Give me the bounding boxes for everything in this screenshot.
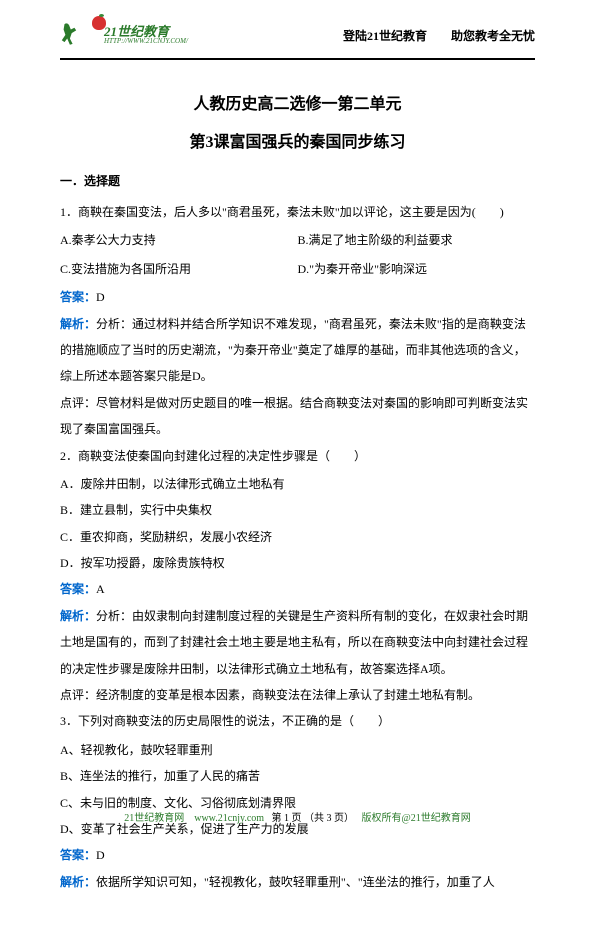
header-slogan: 登陆21世纪教育 助您教考全无忧: [343, 27, 535, 44]
q1-optB: B.满足了地主阶级的利益要求: [298, 227, 536, 253]
q1-stem: 1．商鞅在秦国变法，后人多以"商君虽死，秦法未败"加以评论，这主要是因为( ): [60, 199, 535, 225]
q1-comment: 点评：尽管材料是做对历史题目的唯一根据。结合商鞅变法对秦国的影响即可判断变法实现…: [60, 390, 535, 443]
q3-optB: B、连坐法的推行，加重了人民的痛苦: [60, 763, 535, 789]
q2-optA: A．废除井田制，以法律形式确立土地私有: [60, 471, 535, 497]
page-header: 21世纪教育 HTTP://WWW.21CNJY.COM/ 登陆21世纪教育 助…: [60, 20, 535, 60]
logo-sub-text: HTTP://WWW.21CNJY.COM/: [104, 38, 188, 45]
q2-optB: B．建立县制，实行中央集权: [60, 497, 535, 523]
q3-optA: A、轻视教化，鼓吹轻罪重刑: [60, 737, 535, 763]
q2-stem: 2．商鞅变法使秦国向封建化过程的决定性步骤是（ ）: [60, 443, 535, 469]
footer-copyright: 版权所有@21世纪教育网: [362, 813, 471, 824]
runner-icon: [60, 20, 100, 50]
q1-optC: C.变法措施为各国所沿用: [60, 256, 298, 282]
q2-answer: 答案：A: [60, 576, 535, 602]
q1-opts-row2: C.变法措施为各国所沿用 D."为秦开帝业"影响深远: [60, 256, 535, 282]
q2-explain: 解析：分析：由奴隶制向封建制度过程的关键是生产资料所有制的变化，在奴隶社会时期土…: [60, 603, 535, 682]
q1-answer: 答案：D: [60, 284, 535, 310]
logo: 21世纪教育 HTTP://WWW.21CNJY.COM/: [60, 20, 188, 50]
section-heading: 一．选择题: [60, 172, 535, 189]
footer-url: www.21cnjy.com: [194, 813, 264, 824]
q3-stem: 3．下列对商鞅变法的历史局限性的说法，不正确的是（ ）: [60, 708, 535, 734]
q2-comment: 点评：经济制度的变革是根本因素，商鞅变法在法律上承认了封建土地私有制。: [60, 682, 535, 708]
q1-explain: 解析：分析：通过材料并结合所学知识不难发现，"商君虽死，秦法未败"指的是商鞅变法…: [60, 311, 535, 390]
q1-opts-row1: A.秦孝公大力支持 B.满足了地主阶级的利益要求: [60, 227, 535, 253]
q2-optD: D．按军功授爵，废除贵族特权: [60, 550, 535, 576]
q1-optD: D."为秦开帝业"影响深远: [298, 256, 536, 282]
apple-icon: [92, 16, 106, 30]
footer-brand: 21世纪教育网: [124, 813, 184, 824]
doc-subtitle: 第3课富国强兵的秦国同步练习: [60, 128, 535, 152]
doc-title: 人教历史高二选修一第二单元: [60, 90, 535, 114]
q3-explain: 解析：依据所学知识可知，"轻视教化，鼓吹轻罪重刑"、"连坐法的推行，加重了人: [60, 869, 535, 895]
footer-page: 第 1 页 （共 3 页）: [272, 813, 355, 824]
q2-optC: C．重农抑商，奖励耕织，发展小农经济: [60, 524, 535, 550]
q3-answer: 答案：D: [60, 842, 535, 868]
q1-optA: A.秦孝公大力支持: [60, 227, 298, 253]
page-footer: 21世纪教育网 www.21cnjy.com 第 1 页 （共 3 页） 版权所…: [0, 809, 595, 824]
